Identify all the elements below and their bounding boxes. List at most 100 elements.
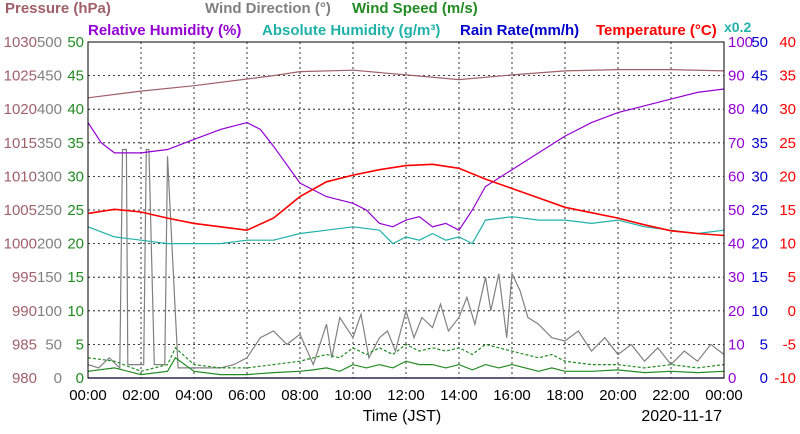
date-label: 2020-11-17	[641, 408, 722, 425]
rain-tick-label: 20	[751, 236, 768, 253]
left-axes: 1030102510201015101010051000995990985980…	[4, 34, 84, 387]
legend: Pressure (hPa) Wind Direction (°) Wind Spe…	[5, 0, 751, 39]
wind-speed-tick-label: 40	[67, 101, 84, 118]
wind-speed-tick-label: 45	[67, 68, 84, 85]
wind-direction-tick-label: 50	[45, 336, 62, 353]
series-line	[87, 356, 725, 376]
x-tick-label: 02:00	[122, 387, 160, 404]
humidity-tick-label: 40	[728, 236, 745, 253]
x-tick-label: 04:00	[175, 387, 213, 404]
x-axis-label: Time (JST)	[363, 408, 442, 425]
temperature-tick-label: -5	[783, 336, 796, 353]
temperature-tick-label: 15	[779, 202, 796, 219]
rain-tick-label: 0	[760, 370, 768, 387]
temperature-tick-label: 5	[788, 269, 796, 286]
pressure-tick-label: 1030	[4, 34, 37, 51]
x-tick-label: 00:00	[69, 387, 107, 404]
humidity-tick-label: 60	[728, 168, 745, 185]
pressure-tick-label: 1005	[4, 202, 37, 219]
wind-direction-tick-label: 350	[37, 135, 62, 152]
x-tick-label: 10:00	[334, 387, 372, 404]
series-line	[87, 216, 725, 245]
wind-direction-tick-label: 200	[37, 236, 62, 253]
grid-lines	[88, 42, 724, 378]
wind-speed-tick-label: 30	[67, 168, 84, 185]
right-axes: 1009080706050403020100504540353025201510…	[728, 34, 796, 387]
humidity-tick-label: 20	[728, 303, 745, 320]
pressure-tick-label: 990	[12, 303, 37, 320]
legend-entry: Absolute Humidity (g/m³)	[262, 22, 440, 39]
humidity-tick-label: 80	[728, 101, 745, 118]
temperature-tick-label: 0	[788, 303, 796, 320]
series-line	[87, 88, 725, 231]
wind-direction-tick-label: 250	[37, 202, 62, 219]
pressure-tick-label: 1025	[4, 68, 37, 85]
pressure-tick-label: 995	[12, 269, 37, 286]
x-tick-label: 22:00	[652, 387, 690, 404]
rain-tick-label: 10	[751, 303, 768, 320]
humidity-tick-label: 50	[728, 202, 745, 219]
temperature-tick-label: 40	[779, 34, 796, 51]
wind-speed-tick-label: 5	[76, 336, 84, 353]
pressure-tick-label: 1015	[4, 135, 37, 152]
wind-direction-tick-label: 100	[37, 303, 62, 320]
humidity-tick-label: 0	[728, 370, 736, 387]
pressure-tick-label: 1010	[4, 168, 37, 185]
humidity-tick-label: 30	[728, 269, 745, 286]
humidity-tick-label: 70	[728, 135, 745, 152]
x-tick-label: 16:00	[493, 387, 531, 404]
humidity-tick-label: 10	[728, 336, 745, 353]
wind-direction-tick-label: 300	[37, 168, 62, 185]
series-line	[87, 148, 725, 370]
temperature-tick-label: 25	[779, 135, 796, 152]
temperature-tick-label: 30	[779, 101, 796, 118]
wind-direction-tick-label: 450	[37, 68, 62, 85]
rain-tick-label: 35	[751, 135, 768, 152]
x-tick-label: 12:00	[387, 387, 425, 404]
temperature-tick-label: 35	[779, 68, 796, 85]
rain-tick-label: 50	[751, 34, 768, 51]
rain-tick-label: 45	[751, 68, 768, 85]
x-tick-label: 18:00	[546, 387, 584, 404]
pressure-tick-label: 1000	[4, 236, 37, 253]
wind-direction-tick-label: 400	[37, 101, 62, 118]
temperature-tick-label: -10	[774, 370, 796, 387]
x-tick-label: 20:00	[599, 387, 637, 404]
series-line	[87, 68, 725, 99]
wind-speed-tick-label: 50	[67, 34, 84, 51]
temperature-tick-label: 10	[779, 236, 796, 253]
wind-speed-tick-label: 15	[67, 269, 84, 286]
x-tick-label: 14:00	[440, 387, 478, 404]
legend-entry: Relative Humidity (%)	[88, 22, 241, 39]
pressure-tick-label: 985	[12, 336, 37, 353]
x-axis-ticks: 00:00 02:00 04:00 06:00 08:00 10:00 12:00 14:00…	[69, 387, 743, 404]
wind-speed-tick-label: 0	[76, 370, 84, 387]
pressure-tick-label: 980	[12, 370, 37, 387]
plot-frame	[87, 41, 725, 379]
wind-speed-tick-label: 10	[67, 303, 84, 320]
legend-entry: Temperature (°C)	[596, 22, 717, 39]
legend-entry: Wind Direction (°)	[205, 0, 331, 17]
pressure-tick-label: 1020	[4, 101, 37, 118]
temperature-tick-label: 20	[779, 168, 796, 185]
legend-entry: Pressure (hPa)	[5, 0, 111, 17]
wind-speed-tick-label: 20	[67, 236, 84, 253]
x-tick-label: 06:00	[228, 387, 266, 404]
legend-entry: Rain Rate(mm/h)	[460, 22, 579, 39]
rain-tick-label: 5	[760, 336, 768, 353]
wind-direction-tick-label: 0	[54, 370, 62, 387]
wind-direction-tick-label: 150	[37, 269, 62, 286]
rain-tick-label: 40	[751, 101, 768, 118]
x-tick-label: 08:00	[281, 387, 319, 404]
series-line	[87, 163, 725, 237]
x-tick-label: 00:00	[705, 387, 743, 404]
legend-entry: Wind Speed (m/s)	[352, 0, 478, 17]
humidity-tick-label: 90	[728, 68, 745, 85]
humidity-tick-label: 100	[728, 34, 753, 51]
wind-speed-tick-label: 25	[67, 202, 84, 219]
multiplier-note: x0.2	[724, 19, 751, 35]
series-line	[87, 343, 725, 372]
rain-tick-label: 25	[751, 202, 768, 219]
rain-tick-label: 30	[751, 168, 768, 185]
